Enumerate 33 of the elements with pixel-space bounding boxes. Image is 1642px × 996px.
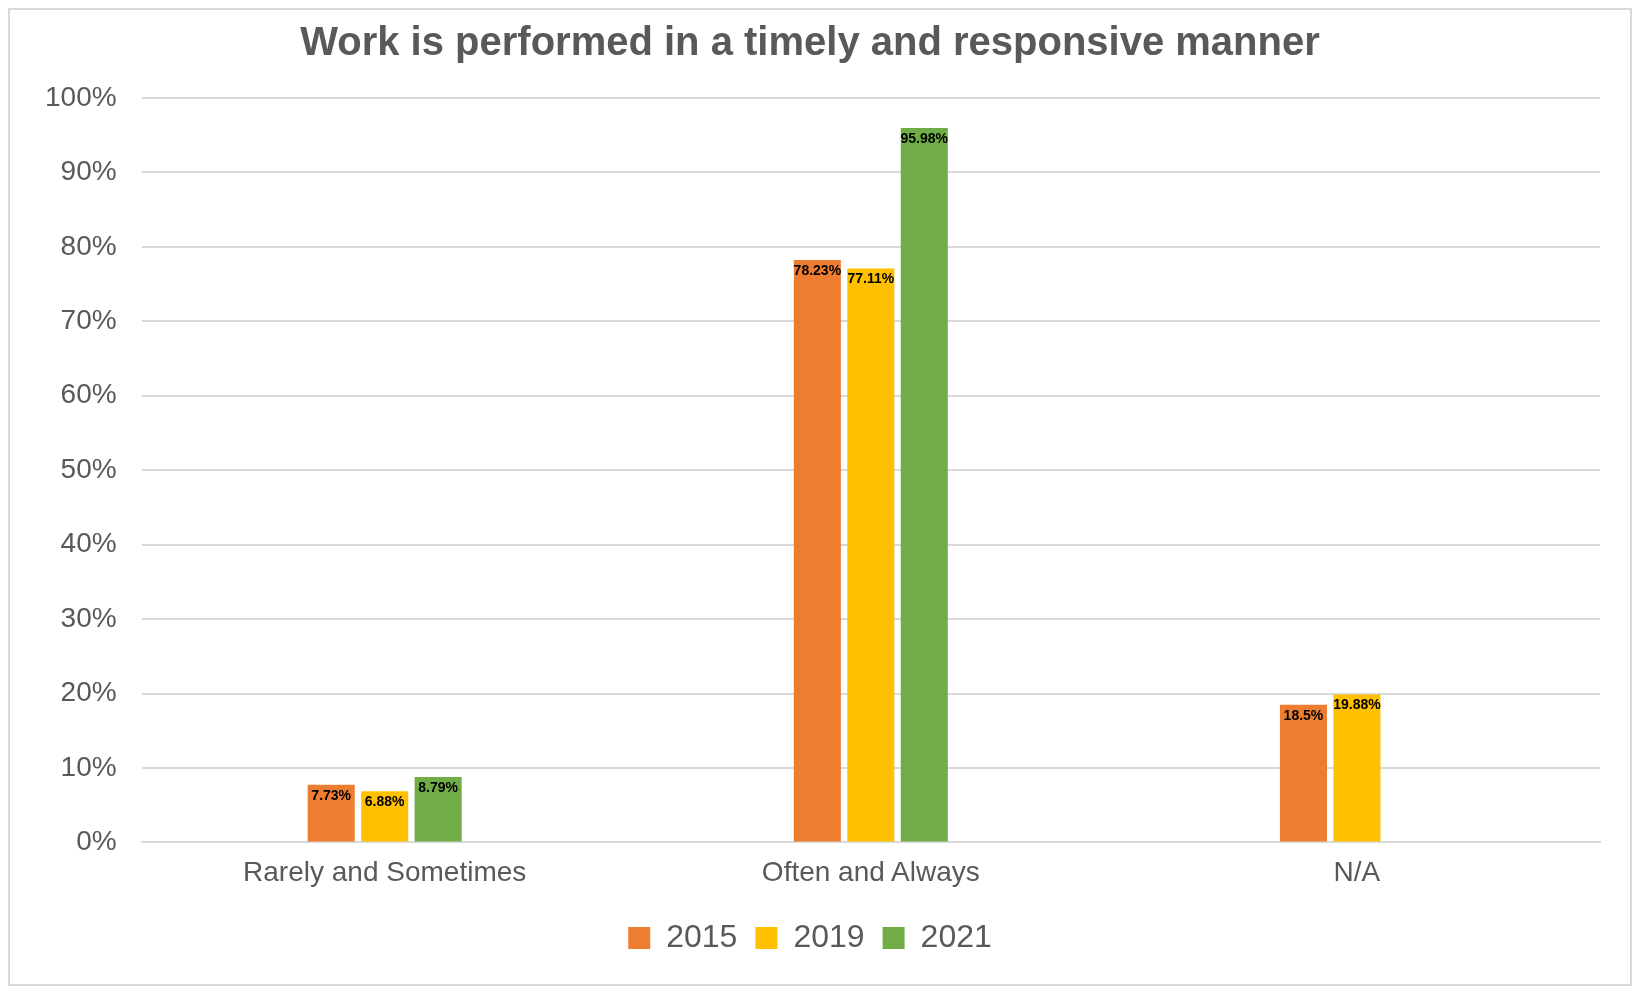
bar <box>307 784 355 842</box>
y-tick-label: 60% <box>60 378 117 410</box>
y-tick-label: 30% <box>60 601 117 633</box>
x-tick-label: Often and Always <box>761 855 980 887</box>
data-label: 95.98% <box>900 129 949 146</box>
y-tick-label: 80% <box>60 229 117 261</box>
bar <box>847 268 895 842</box>
x-tick-label: N/A <box>1333 855 1381 887</box>
y-tick-label: 20% <box>60 676 117 708</box>
bar <box>1279 704 1327 842</box>
y-tick-label: 0% <box>76 825 117 857</box>
y-tick-label: 70% <box>60 304 117 336</box>
x-tick-label: Rarely and Sometimes <box>243 855 527 887</box>
data-label: 7.73% <box>311 786 352 803</box>
bar <box>414 776 462 842</box>
y-tick-label: 50% <box>60 452 117 484</box>
y-tick-label: 40% <box>60 527 117 559</box>
y-tick-label: 90% <box>60 155 117 187</box>
data-label: 6.88% <box>364 793 406 810</box>
bar <box>900 127 948 842</box>
data-label: 78.23% <box>793 261 842 278</box>
data-label: 19.88% <box>1333 696 1382 713</box>
legend-label: 2015 <box>666 917 738 954</box>
bar <box>793 260 841 842</box>
chart-title: Work is performed in a timely and responsive manner <box>300 19 1320 64</box>
y-tick-label: 10% <box>60 750 117 782</box>
data-label: 18.5% <box>1283 706 1324 723</box>
legend-label: 2019 <box>793 917 865 954</box>
data-label: 8.79% <box>418 778 459 795</box>
y-tick-label: 100% <box>44 80 117 112</box>
bar <box>1333 694 1381 842</box>
data-label: 77.11% <box>847 270 895 287</box>
legend-label: 2021 <box>920 917 992 954</box>
